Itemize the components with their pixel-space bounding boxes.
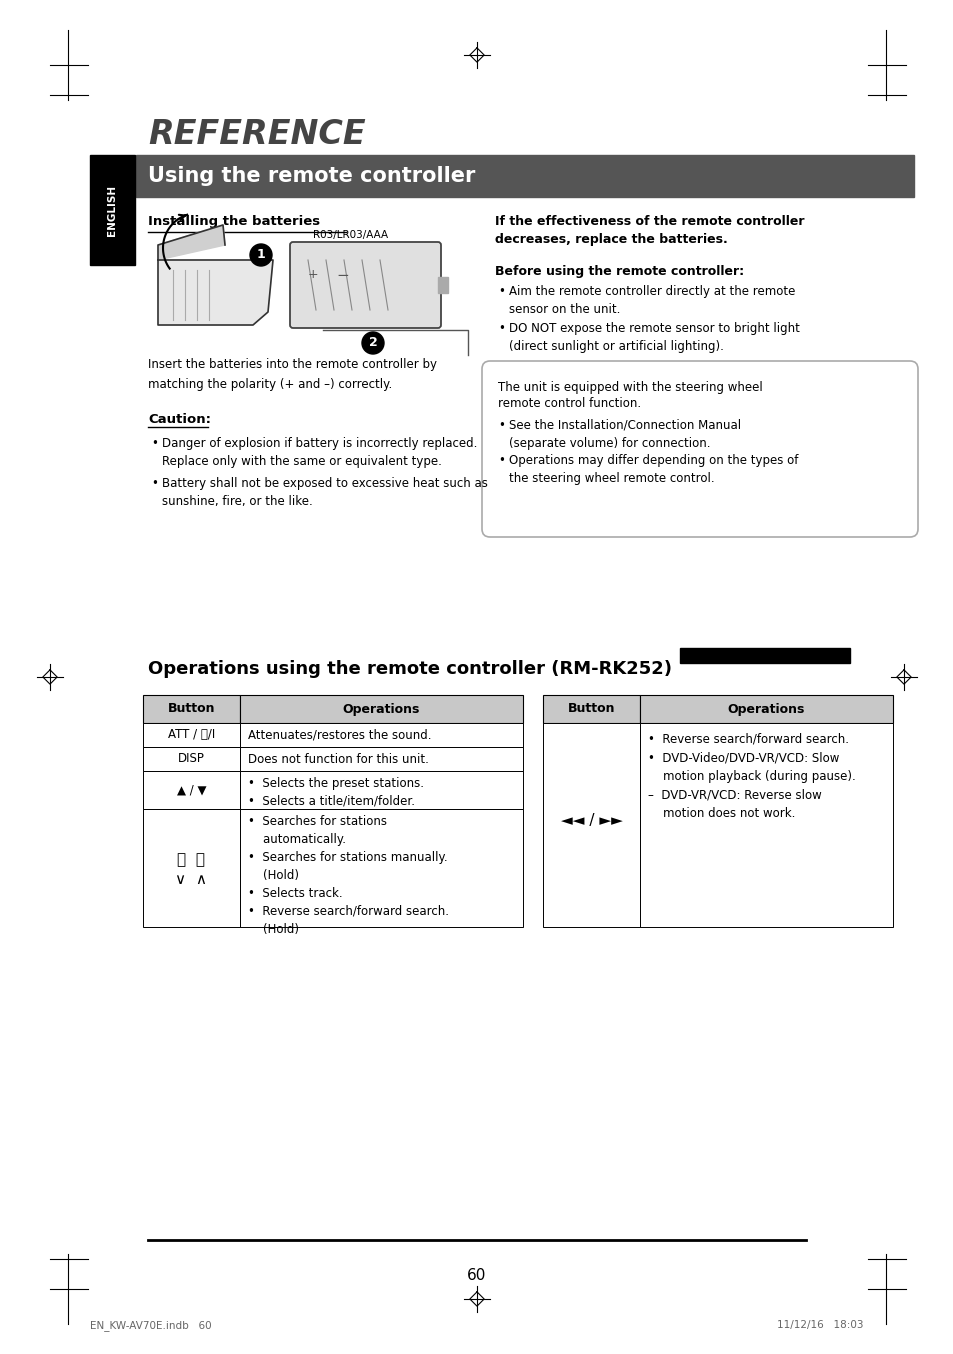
Text: The unit is equipped with the steering wheel: The unit is equipped with the steering w… (497, 380, 762, 394)
Text: 1: 1 (256, 249, 265, 261)
Bar (143, 695, 240, 723)
Text: remote control function.: remote control function. (497, 397, 640, 410)
Text: •: • (151, 437, 157, 450)
Text: Operations may differ depending on the types of
the steering wheel remote contro: Operations may differ depending on the t… (509, 454, 798, 485)
Bar (143, 723, 240, 747)
Bar (542, 695, 639, 723)
Bar (542, 723, 639, 927)
Bar (679, 649, 849, 663)
Text: Attenuates/restores the sound.: Attenuates/restores the sound. (248, 728, 431, 742)
Text: •  Searches for stations
    automatically.
•  Searches for stations manually.
 : • Searches for stations automatically. •… (248, 815, 449, 936)
Text: If the effectiveness of the remote controller
decreases, replace the batteries.: If the effectiveness of the remote contr… (495, 215, 803, 246)
Bar (143, 747, 240, 770)
Bar (143, 770, 240, 808)
Text: EN_KW-AV70E.indb   60: EN_KW-AV70E.indb 60 (90, 1320, 212, 1331)
Text: Operations using the remote controller (RM-RK252): Operations using the remote controller (… (148, 659, 671, 678)
Bar (639, 695, 892, 723)
Text: ⏮  ⏭: ⏮ ⏭ (177, 853, 205, 868)
Text: 11/12/16   18:03: 11/12/16 18:03 (777, 1320, 863, 1330)
Bar (143, 808, 240, 927)
Text: ◄◄ / ►►: ◄◄ / ►► (560, 812, 621, 827)
Text: •: • (497, 284, 504, 298)
Bar (639, 723, 892, 927)
Bar (240, 723, 522, 747)
Polygon shape (158, 260, 273, 325)
Text: ENGLISH: ENGLISH (108, 184, 117, 236)
Polygon shape (158, 225, 225, 260)
Text: Using the remote controller: Using the remote controller (148, 167, 475, 185)
Text: R03/LR03/AAA: R03/LR03/AAA (313, 230, 388, 240)
Text: •: • (497, 322, 504, 334)
Text: •: • (151, 477, 157, 490)
Circle shape (361, 332, 384, 353)
Text: 2: 2 (368, 337, 377, 349)
Text: +: + (308, 268, 318, 282)
Text: •: • (497, 454, 504, 467)
Bar (437, 278, 448, 292)
Text: •: • (497, 418, 504, 432)
Text: Button: Button (168, 703, 215, 715)
Text: REFERENCE: REFERENCE (148, 118, 365, 152)
Text: Insert the batteries into the remote controller by
matching the polarity (+ and : Insert the batteries into the remote con… (148, 357, 436, 391)
Text: Battery shall not be exposed to excessive heat such as
sunshine, fire, or the li: Battery shall not be exposed to excessiv… (162, 477, 487, 509)
Text: •  Reverse search/forward search.
•  DVD-Video/DVD-VR/VCD: Slow
    motion playb: • Reverse search/forward search. • DVD-V… (647, 733, 855, 821)
Text: DISP: DISP (178, 753, 205, 765)
Text: Installing the batteries: Installing the batteries (148, 215, 320, 227)
Bar (240, 695, 522, 723)
Bar (240, 747, 522, 770)
Text: 60: 60 (467, 1267, 486, 1284)
Circle shape (250, 244, 272, 265)
FancyBboxPatch shape (481, 362, 917, 538)
Bar (90, 154, 135, 265)
Bar (240, 770, 522, 808)
Text: DO NOT expose the remote sensor to bright light
(direct sunlight or artificial l: DO NOT expose the remote sensor to brigh… (509, 322, 799, 353)
Bar (240, 808, 522, 927)
Text: See the Installation/Connection Manual
(separate volume) for connection.: See the Installation/Connection Manual (… (509, 418, 740, 450)
Text: −: − (336, 268, 349, 283)
Text: ▲ / ▼: ▲ / ▼ (176, 784, 206, 796)
Text: Caution:: Caution: (148, 413, 211, 427)
Text: Aim the remote controller directly at the remote
sensor on the unit.: Aim the remote controller directly at th… (509, 284, 795, 315)
Text: ATT / ⏻/I: ATT / ⏻/I (168, 728, 214, 742)
Text: Does not function for this unit.: Does not function for this unit. (248, 753, 429, 766)
Text: Danger of explosion if battery is incorrectly replaced.
Replace only with the sa: Danger of explosion if battery is incorr… (162, 437, 476, 468)
Text: ∨  ∧: ∨ ∧ (175, 872, 208, 887)
FancyBboxPatch shape (290, 242, 440, 328)
Text: Button: Button (567, 703, 615, 715)
Text: •  Selects the preset stations.
•  Selects a title/item/folder.: • Selects the preset stations. • Selects… (248, 777, 423, 808)
Text: Operations: Operations (727, 703, 804, 715)
Text: Operations: Operations (342, 703, 419, 715)
Bar (136, 154, 913, 196)
Text: Before using the remote controller:: Before using the remote controller: (495, 265, 743, 278)
